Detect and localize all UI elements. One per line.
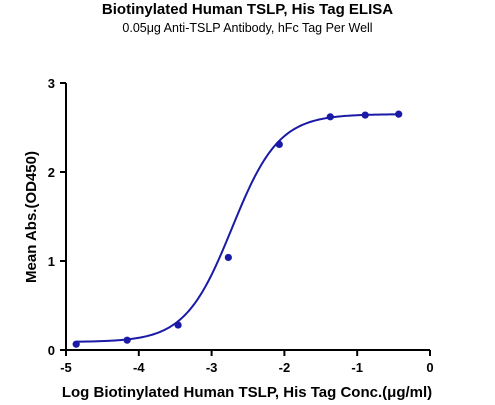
axes: -5 -4 -3 -2 -1 0 0 1 2 3 — [48, 76, 434, 375]
chart-subtitle: 0.05μg Anti-TSLP Antibody, hFc Tag Per W… — [122, 21, 372, 35]
data-point — [123, 336, 131, 344]
fit-curve-layer — [76, 113, 399, 343]
fit-curve — [76, 113, 399, 343]
x-axis-label: Log Biotinylated Human TSLP, His Tag Con… — [62, 384, 432, 400]
chart-title: Biotinylated Human TSLP, His Tag ELISA — [102, 1, 393, 18]
data-points-layer — [72, 110, 403, 348]
x-tick-label: -5 — [60, 360, 72, 375]
data-point — [224, 253, 232, 262]
data-point — [174, 321, 182, 329]
x-tick-label: -4 — [133, 360, 145, 375]
y-axis-label: Mean Abs.(OD450) — [23, 151, 40, 283]
x-tick-label: -2 — [279, 360, 291, 375]
x-tick-label: -3 — [206, 360, 218, 375]
y-tick-label: 0 — [48, 343, 55, 358]
x-tick-label: 0 — [426, 360, 433, 375]
data-point — [395, 110, 403, 118]
x-tick-label: -1 — [351, 360, 363, 375]
data-point — [275, 140, 283, 149]
y-tick-label: 3 — [48, 76, 55, 91]
y-tick-label: 2 — [48, 165, 55, 180]
data-point — [72, 340, 80, 348]
data-point — [361, 111, 369, 119]
data-point — [326, 113, 334, 121]
y-tick-label: 1 — [48, 254, 55, 269]
